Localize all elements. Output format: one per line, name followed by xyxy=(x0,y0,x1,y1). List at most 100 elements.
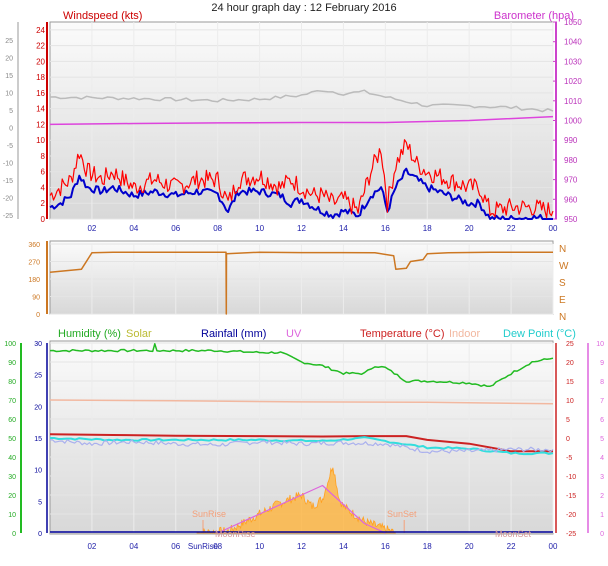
temp-outer-tick-label: 10 xyxy=(5,91,13,98)
legend-indoor: Indoor xyxy=(449,328,481,340)
barometer-tick-label: 1040 xyxy=(564,38,582,47)
wind-tick-label: 16 xyxy=(36,89,45,98)
humidity-tick-label: 40 xyxy=(8,455,16,462)
humidity-tick-label: 30 xyxy=(8,474,16,481)
legend-temperature: Temperature (°C) xyxy=(360,328,444,340)
time-tick-label: 02 xyxy=(87,224,96,233)
temp-series xyxy=(49,343,554,534)
time-tick-label: 06 xyxy=(171,542,180,551)
temp-axes: 2520151050-5-10-15-20-251009080706050403… xyxy=(4,341,604,551)
compass-label: E xyxy=(559,295,566,306)
temperature-tick-label: 5 xyxy=(566,417,570,424)
temp-outer-tick-label: 15 xyxy=(5,73,13,80)
time-tick-label: 00 xyxy=(549,224,558,233)
time-tick-label: 10 xyxy=(255,542,264,551)
time-tick-label: 16 xyxy=(381,224,390,233)
uv-tick-label: 9 xyxy=(600,360,604,367)
wind-tick-label: 20 xyxy=(36,57,45,66)
humidity-tick-label: 60 xyxy=(8,417,16,424)
uv-tick-label: 8 xyxy=(600,379,604,386)
rain-tick-label: 30 xyxy=(34,341,42,348)
rain-tick-label: 15 xyxy=(34,436,42,443)
wind-tick-label: 8 xyxy=(41,152,46,161)
compass-label: N xyxy=(559,312,566,323)
temperature-tick-label: 20 xyxy=(566,360,574,367)
wind-tick-label: 14 xyxy=(36,105,45,114)
temperature-tick-label: 10 xyxy=(566,398,574,405)
barometer-tick-label: 1050 xyxy=(564,18,582,27)
humidity-tick-label: 10 xyxy=(8,512,16,519)
apparent-temperature-line xyxy=(49,439,554,454)
humidity-tick-label: 90 xyxy=(8,360,16,367)
uv-line xyxy=(217,484,386,534)
legend-dew-point: Dew Point (°C) xyxy=(503,328,576,340)
barometer-tick-label: 970 xyxy=(564,176,578,185)
time-tick-label: 16 xyxy=(381,542,390,551)
barometer-tick-label: 1030 xyxy=(564,57,582,66)
temp-outer-tick-label: -15 xyxy=(3,178,13,185)
sunset-label: SunSet xyxy=(387,509,417,519)
temperature-tick-label: 15 xyxy=(566,379,574,386)
barometer-tick-label: 980 xyxy=(564,156,578,165)
time-tick-label: 02 xyxy=(87,542,96,551)
barometer-tick-label: 1020 xyxy=(564,77,582,86)
barometer-line xyxy=(49,115,554,126)
time-tick-label: 14 xyxy=(339,542,348,551)
sunrise-label: SunRise xyxy=(192,509,226,519)
barometer-tick-label: 950 xyxy=(564,215,578,224)
temp-outer-tick-label: 0 xyxy=(9,126,13,133)
humidity-tick-label: 0 xyxy=(12,531,16,538)
wind-axes: 2422201816141210864202520151050-5-10-15-… xyxy=(3,18,582,233)
direction-tick-label: 180 xyxy=(28,277,40,284)
time-tick-label: 20 xyxy=(465,542,474,551)
humidity-tick-label: 20 xyxy=(8,493,16,500)
temp-outer-tick-label: -20 xyxy=(3,196,13,203)
direction-tick-label: 90 xyxy=(32,295,40,302)
time-tick-label: 08 xyxy=(213,224,222,233)
legend-humidity: Humidity (%) xyxy=(58,328,121,340)
humidity-line xyxy=(49,343,554,388)
barometer-title: Barometer (hpa) xyxy=(494,10,574,22)
rain-tick-label: 20 xyxy=(34,404,42,411)
wind-tick-label: 0 xyxy=(41,215,46,224)
direction-tick-label: 0 xyxy=(36,312,40,319)
uv-tick-label: 5 xyxy=(600,436,604,443)
temp-overlay-line xyxy=(49,89,554,113)
legend-rainfall: Rainfall (mm) xyxy=(201,328,266,340)
wind-tick-label: 10 xyxy=(36,136,45,145)
wind-tick-label: 18 xyxy=(36,73,45,82)
temp-outer-tick-label: 20 xyxy=(5,56,13,63)
temp-outer-tick-label: 25 xyxy=(5,38,13,45)
moonrise-label: MoonRise xyxy=(215,529,256,539)
compass-label: N xyxy=(559,244,566,255)
time-tick-label: 14 xyxy=(339,224,348,233)
uv-tick-label: 10 xyxy=(596,341,604,348)
temperature-tick-label: -5 xyxy=(566,455,572,462)
legend-solar: Solar xyxy=(126,328,152,340)
temp-outer-tick-label: -5 xyxy=(7,143,13,150)
direction-gridlines xyxy=(50,243,554,315)
wind-tick-label: 6 xyxy=(41,168,46,177)
humidity-tick-label: 50 xyxy=(8,436,16,443)
temp-outer-tick-label: -25 xyxy=(3,213,13,220)
direction-line xyxy=(49,251,553,315)
time-tick-label: 00 xyxy=(549,542,558,551)
page-title: 24 hour graph day : 12 February 2016 xyxy=(211,2,396,14)
wind-tick-label: 24 xyxy=(36,26,45,35)
temperature-tick-label: -10 xyxy=(566,474,576,481)
direction-tick-label: 360 xyxy=(28,242,40,249)
direction-series xyxy=(49,251,553,315)
uv-tick-label: 3 xyxy=(600,474,604,481)
temperature-tick-label: 0 xyxy=(566,436,570,443)
uv-tick-label: 0 xyxy=(600,531,604,538)
barometer-tick-label: 990 xyxy=(564,136,578,145)
time-tick-label: 04 xyxy=(129,542,138,551)
time-tick-label: 12 xyxy=(297,224,306,233)
windspeed-title: Windspeed (kts) xyxy=(63,10,142,22)
temp-outer-tick-label: -10 xyxy=(3,161,13,168)
rain-tick-label: 0 xyxy=(38,531,42,538)
time-tick-label: 04 xyxy=(129,224,138,233)
temperature-tick-label: -25 xyxy=(566,531,576,538)
